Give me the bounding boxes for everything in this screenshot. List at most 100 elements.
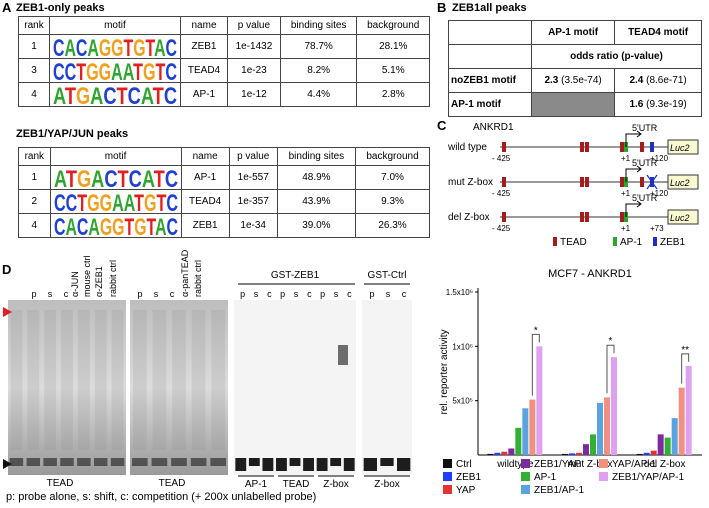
motif-logo: ATGACTCATC: [53, 84, 177, 106]
odds-ratio: 1.6: [629, 99, 644, 110]
antibody-label: mouse ctrl: [82, 255, 92, 297]
motif-sequence: CACAGGTGTAC: [54, 215, 178, 237]
band: [171, 458, 187, 466]
cell: 39.0%: [276, 213, 357, 238]
table: rank motif name p value binding sites backgro…: [18, 147, 430, 238]
reporter-label: Luc2: [670, 213, 690, 223]
bar: [678, 387, 685, 455]
band: [289, 458, 301, 466]
tead-site: [620, 212, 624, 222]
lane-label: c: [307, 289, 312, 299]
band: [190, 458, 207, 466]
bar: [611, 357, 617, 455]
probe-label: TEAD: [47, 478, 74, 489]
lane-label: s: [48, 289, 53, 299]
tead-site: [620, 142, 624, 152]
cell: 1: [18, 34, 50, 59]
chart-title: MCF7 - ANKRD1: [548, 268, 632, 280]
lane-smear: [172, 310, 186, 450]
bar: [604, 397, 610, 455]
significance-bracket: [606, 344, 615, 394]
antibody-label: α-ZEB1: [94, 266, 104, 297]
legend-label: ZEB1/YAP: [534, 459, 581, 470]
bar: [576, 452, 582, 455]
band: [316, 458, 328, 471]
cell: 4: [18, 213, 51, 238]
motif-cell: CACAGGTGTAC: [48, 34, 181, 59]
bar: [536, 346, 543, 455]
significance-bracket: [681, 353, 690, 384]
bar: [685, 365, 692, 455]
lane-smear: [152, 310, 167, 450]
table-title: ZEB1all peaks: [452, 2, 527, 14]
cell: 5.1%: [356, 58, 430, 83]
band: [43, 458, 57, 466]
tead-site: [585, 212, 589, 222]
reporter-label: Luc2: [670, 178, 690, 188]
bar: [562, 453, 568, 455]
band: [303, 458, 314, 471]
legend-swatch: [443, 459, 452, 468]
tead-site: [585, 142, 589, 152]
tss-arrowhead: [636, 130, 642, 138]
lane-label: s: [294, 289, 299, 299]
bar: [522, 408, 529, 455]
antibody-label: rabbit ctrl: [193, 260, 203, 297]
motif-sequence: CACAGGTGTAC: [53, 36, 177, 58]
y-axis-title: rel. reporter activity: [439, 329, 450, 414]
lane-smear: [211, 310, 226, 450]
p-value: (3.5e-74): [561, 75, 602, 86]
tead-site: [502, 177, 506, 187]
arrow-black: [3, 459, 12, 469]
cell: 48.9%: [276, 165, 357, 190]
tss-label: +1: [621, 154, 631, 163]
band: [9, 458, 24, 466]
band: [60, 458, 74, 466]
tead-site: [585, 177, 589, 187]
end-label: +120: [650, 189, 669, 198]
cell: 26.3%: [355, 213, 430, 238]
tead-site: [580, 177, 584, 187]
row-header: noZEB1 motif: [448, 68, 532, 93]
zeb1-site: [650, 142, 654, 152]
panel-label: B: [437, 0, 447, 15]
tead-site: [502, 142, 506, 152]
p-value: (9.3e-19): [646, 99, 687, 110]
legend-swatch: [653, 237, 657, 246]
bar: [597, 402, 603, 455]
tead-site: [640, 142, 644, 152]
y-tick-label: 1.5x10⁶: [446, 288, 473, 297]
bar: [494, 452, 501, 455]
bar: [487, 453, 494, 455]
start-label: - 425: [492, 189, 511, 198]
lane-smear: [61, 310, 73, 450]
panel-label: A: [2, 0, 12, 15]
tead-site: [580, 142, 584, 152]
cell: 1e-1432: [227, 34, 281, 59]
motif-logo: ATGACTCATC: [54, 167, 178, 189]
lane-label: p: [369, 289, 374, 299]
header-row: AP-1 motif TEAD4 motif: [448, 20, 702, 45]
empty-cell: [448, 44, 532, 69]
cell: 28.1%: [356, 34, 430, 59]
band: [151, 458, 168, 466]
motif-cell: CCTGGAATGTC: [48, 58, 181, 83]
legend-label: Ctrl: [456, 459, 472, 470]
legend-label: YAP: [456, 485, 476, 496]
y-tick-label: 1x10⁶: [452, 342, 473, 351]
row-header: AP-1 motif: [448, 92, 532, 117]
gel: [8, 300, 126, 475]
probe-label: TEAD: [159, 478, 186, 489]
tead-site: [502, 212, 506, 222]
probe-label: Z-box: [374, 479, 400, 490]
motif-sequence: ATGACTCATC: [54, 167, 178, 189]
tead-site: [620, 177, 624, 187]
gene-name: ANKRD1: [473, 122, 514, 133]
lane-label: p: [280, 289, 285, 299]
motif-sequence: CCTGGAATGTC: [53, 60, 177, 82]
legend-swatch: [553, 237, 557, 246]
lane-label: p: [320, 289, 325, 299]
legend-swatch: [599, 459, 608, 468]
